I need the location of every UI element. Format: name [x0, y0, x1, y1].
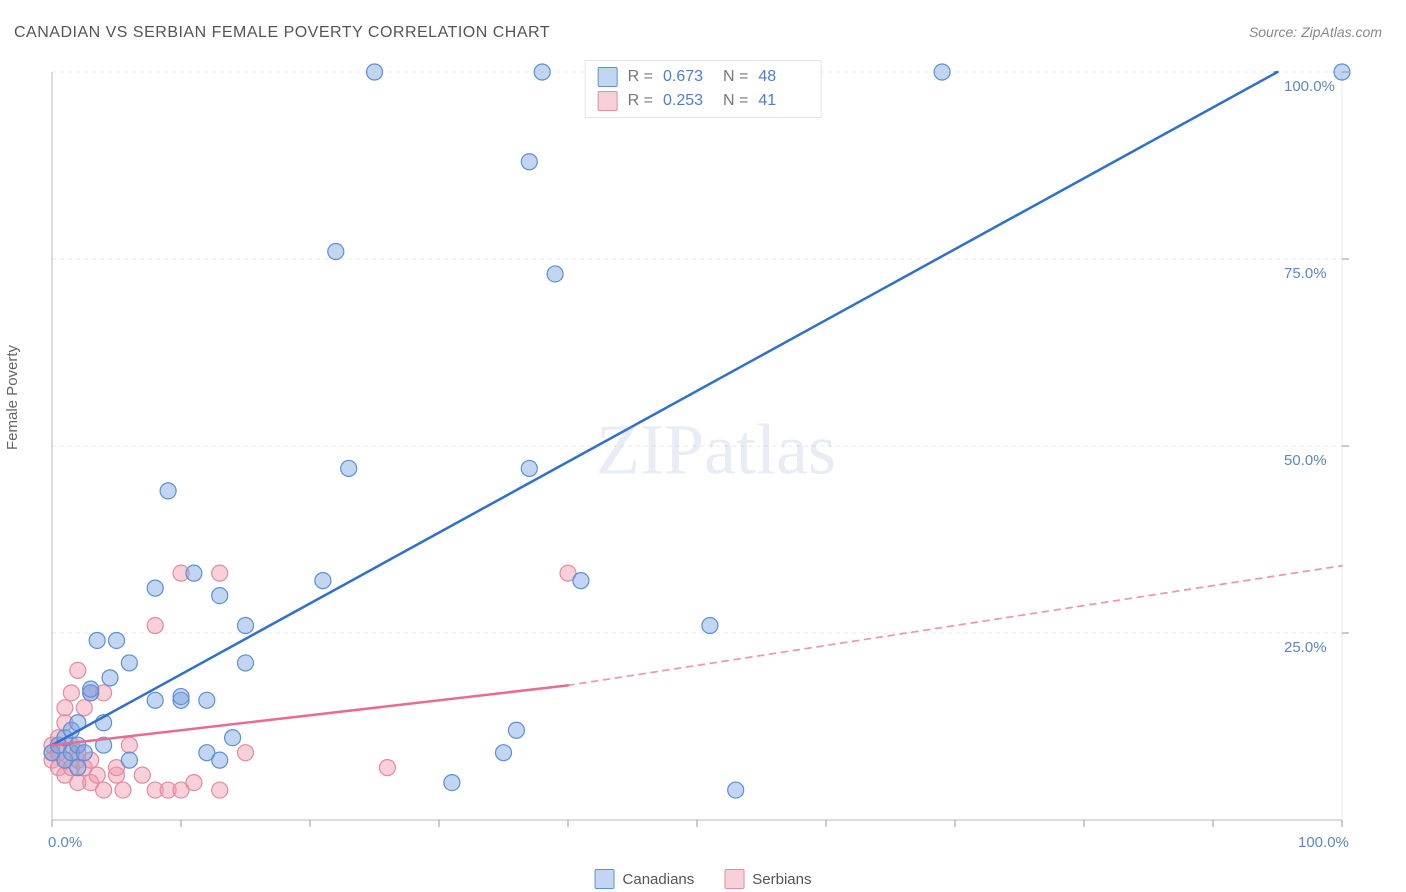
chart-title: CANADIAN VS SERBIAN FEMALE POVERTY CORRE… — [14, 24, 550, 42]
r-value-serbians: 0.253 — [663, 92, 713, 110]
legend-item-canadians: Canadians — [595, 869, 695, 889]
y-tick-label: 100.0% — [1284, 78, 1335, 95]
plot-area: ZIPatlas 0.0%100.0%25.0%50.0%75.0%100.0% — [42, 60, 1390, 840]
legend-swatch-serbians — [724, 869, 744, 889]
legend-swatch-canadians — [595, 869, 615, 889]
r-label: R = — [628, 68, 653, 86]
chart-container: CANADIAN VS SERBIAN FEMALE POVERTY CORRE… — [0, 0, 1406, 892]
swatch-canadians — [598, 67, 618, 87]
y-tick-label: 75.0% — [1284, 265, 1327, 282]
x-tick-label: 0.0% — [48, 834, 82, 851]
series-legend: Canadians Serbians — [595, 869, 812, 889]
y-tick-label: 25.0% — [1284, 639, 1327, 656]
legend-label-serbians: Serbians — [752, 871, 811, 888]
y-tick-label: 50.0% — [1284, 452, 1327, 469]
stats-row-serbians: R = 0.253 N = 41 — [598, 89, 809, 113]
swatch-serbians — [598, 91, 618, 111]
legend-item-serbians: Serbians — [724, 869, 811, 889]
y-axis-label: Female Poverty — [4, 345, 21, 450]
n-label: N = — [723, 68, 748, 86]
n-value-canadians: 48 — [758, 68, 808, 86]
r-label: R = — [628, 92, 653, 110]
r-value-canadians: 0.673 — [663, 68, 713, 86]
n-label: N = — [723, 92, 748, 110]
scatter-plot-svg — [42, 60, 1390, 840]
correlation-stats-box: R = 0.673 N = 48 R = 0.253 N = 41 — [585, 60, 822, 118]
source-attribution: Source: ZipAtlas.com — [1249, 24, 1382, 40]
x-tick-label: 100.0% — [1298, 834, 1349, 851]
legend-label-canadians: Canadians — [623, 871, 695, 888]
stats-row-canadians: R = 0.673 N = 48 — [598, 65, 809, 89]
n-value-serbians: 41 — [758, 92, 808, 110]
